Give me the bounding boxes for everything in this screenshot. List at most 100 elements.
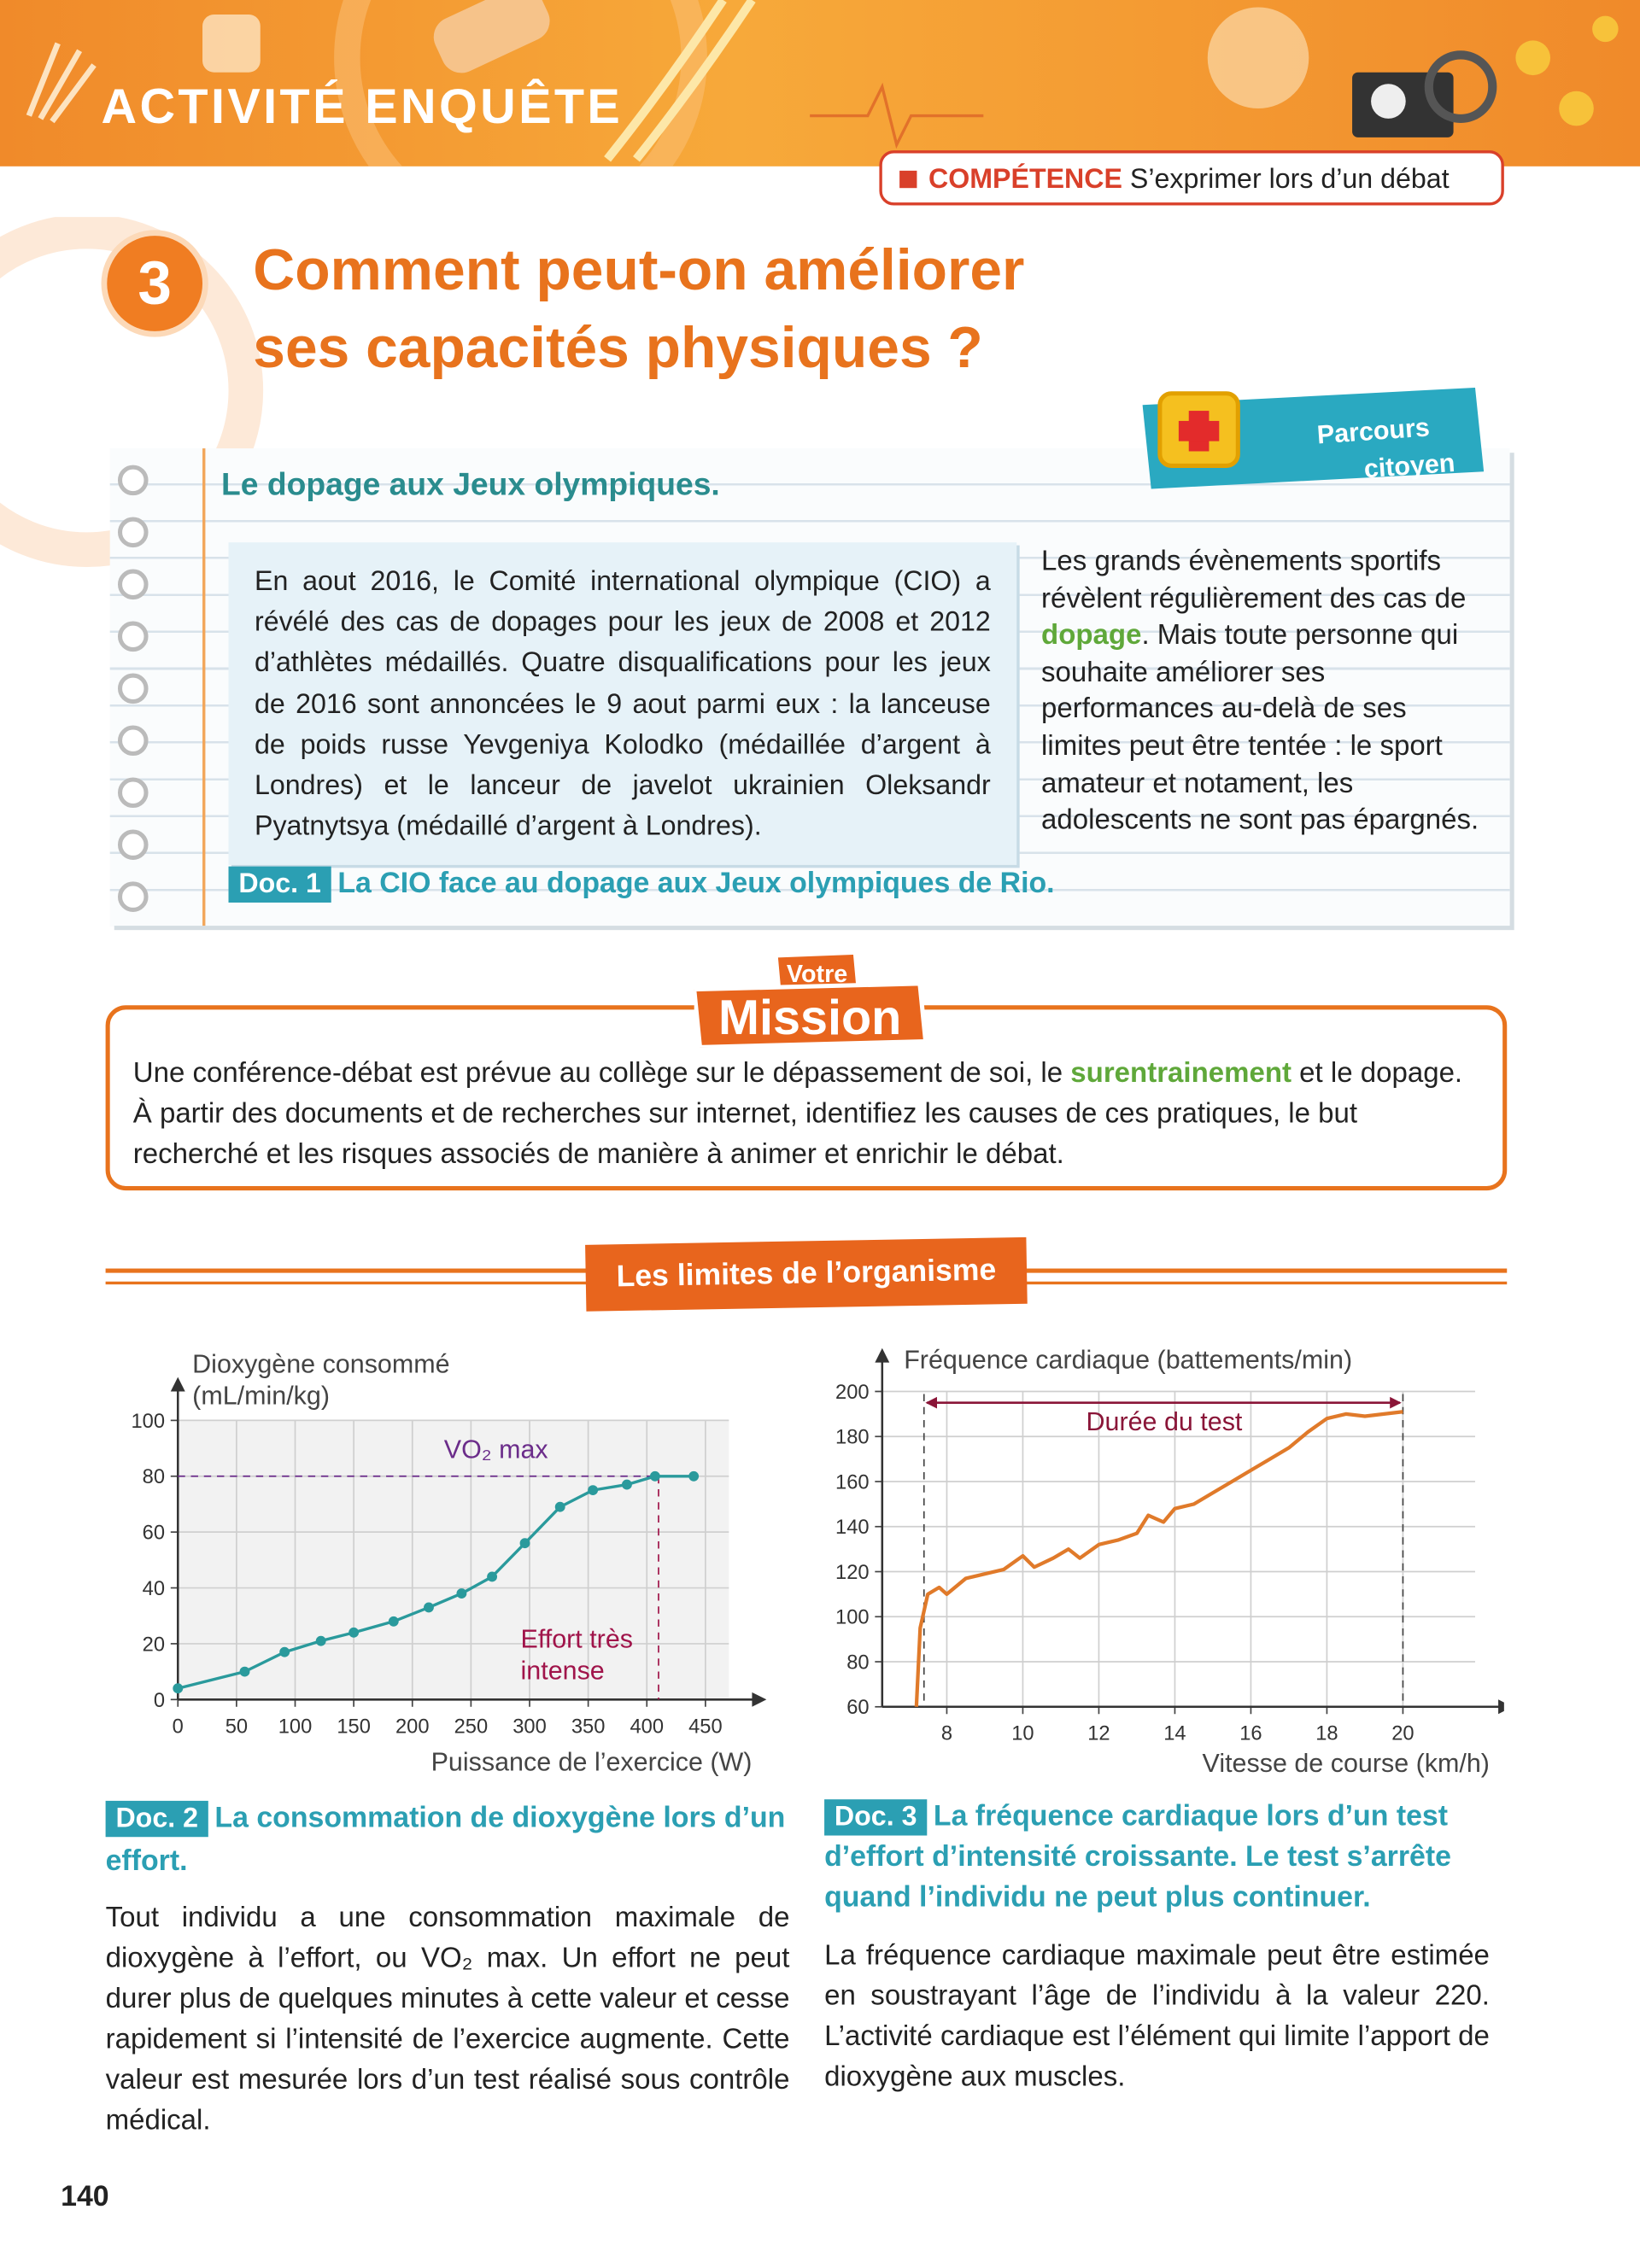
y-tick-label: 100 xyxy=(131,1411,165,1433)
banner-text: ACTIVITÉ ENQUÊTE xyxy=(101,79,624,135)
y-tick-label: 40 xyxy=(143,1578,165,1600)
x-tick-label: 20 xyxy=(1391,1723,1414,1745)
data-point xyxy=(621,1479,632,1490)
plot-area xyxy=(178,1420,729,1700)
caption: La consommation de dioxygène lors d’un e… xyxy=(105,1802,786,1878)
chart: 60 80 100 120 140 160 180 200 8 10 12 14 16 18 20 Fréqu… xyxy=(835,1345,1504,1778)
badge-text: citoyen xyxy=(1363,448,1456,483)
data-point xyxy=(424,1602,434,1613)
doc2-text: Tout individu a une consommation maximal… xyxy=(105,1902,790,2136)
doc1-caption: Doc. 1 La CIO face au dopage aux Jeux ol… xyxy=(228,866,1055,903)
x-tick-label: 250 xyxy=(454,1716,489,1738)
text: Une conférence-débat est prévue au collè… xyxy=(132,1057,1071,1090)
arrow-head xyxy=(925,1396,937,1409)
mission-badge: Votre Mission xyxy=(694,954,926,1048)
y-tick-label: 20 xyxy=(143,1634,165,1656)
data-point xyxy=(173,1683,184,1694)
x-tick-label: 150 xyxy=(337,1716,371,1738)
y-axis-arrow xyxy=(875,1347,890,1363)
data-point xyxy=(348,1627,360,1638)
doc1-heading: Le dopage aux Jeux olympiques. xyxy=(221,465,720,502)
chart: 0 20 40 60 80 100 0 50 100 150 200 250 300 350 400 450 D… xyxy=(131,1349,767,1776)
doc3-text: La fréquence cardiaque maximale peut êtr… xyxy=(824,1939,1490,2094)
data-point xyxy=(456,1588,467,1599)
x-axis-arrow xyxy=(1498,1699,1504,1715)
data-point xyxy=(649,1470,660,1482)
activity-number: 3 xyxy=(107,236,203,331)
doc-label: Doc. 2 xyxy=(105,1800,208,1838)
x-tick-label: 8 xyxy=(941,1723,952,1745)
x-tick-label: 300 xyxy=(512,1716,547,1738)
x-tick-label: 12 xyxy=(1087,1723,1110,1745)
competence: COMPÉTENCE S’exprimer lors d’un débat xyxy=(879,150,1504,206)
doc3-caption: Doc. 3 La fréquence cardiaque lors d’un … xyxy=(824,1797,1490,1919)
badge-text: Mission xyxy=(718,991,901,1045)
data-line xyxy=(914,1410,1403,1707)
section-title: Les limites de l’organisme xyxy=(585,1236,1028,1312)
y-axis-title: Dioxygène consommé xyxy=(192,1349,449,1378)
x-tick-label: 0 xyxy=(173,1716,184,1738)
margin-line xyxy=(202,448,206,926)
x-tick-label: 350 xyxy=(571,1716,606,1738)
caption: La fréquence cardiaque lors d’un test d’… xyxy=(824,1800,1451,1914)
x-tick-label: 50 xyxy=(226,1716,248,1738)
x-tick-label: 16 xyxy=(1239,1723,1262,1745)
y-tick-label: 180 xyxy=(835,1427,870,1449)
competence-label: COMPÉTENCE xyxy=(928,165,1122,196)
doc-label: Doc. 3 xyxy=(824,1799,928,1836)
data-point xyxy=(519,1538,530,1549)
y-axis-arrow xyxy=(170,1377,185,1392)
badge: Parcours citoyen xyxy=(1142,387,1485,489)
caption: La CIO face au dopage aux Jeux olympique… xyxy=(337,868,1055,900)
data-point xyxy=(315,1635,326,1646)
annotation: Durée du test xyxy=(1086,1407,1243,1436)
text: Les grands évènements sportifs révèlent … xyxy=(1041,545,1467,615)
x-axis-title: Puissance de l’exercice (W) xyxy=(431,1747,753,1776)
data-point xyxy=(239,1666,250,1677)
x-tick-label: 100 xyxy=(278,1716,313,1738)
x-tick-label: 450 xyxy=(688,1716,723,1738)
annotation: Effort très xyxy=(521,1624,633,1653)
x-axis-arrow xyxy=(752,1692,767,1707)
doc1-box: En aout 2016, le Comité international ol… xyxy=(228,542,1017,865)
x-tick-label: 10 xyxy=(1011,1723,1034,1745)
x-tick-label: 14 xyxy=(1163,1723,1186,1745)
banner: ACTIVITÉ ENQUÊTE xyxy=(0,0,1640,167)
decor-circle xyxy=(0,217,264,567)
doc2-caption: Doc. 2 La consommation de dioxygène lors… xyxy=(105,1797,786,1885)
y-tick-label: 100 xyxy=(835,1607,870,1629)
rings xyxy=(117,465,149,912)
annotation: intense xyxy=(521,1657,605,1686)
data-point xyxy=(487,1571,498,1582)
title-line: Comment peut-on améliorer xyxy=(253,238,1025,303)
x-axis-title: Vitesse de course (km/h) xyxy=(1203,1749,1490,1778)
data-point xyxy=(554,1501,565,1512)
arrow-head xyxy=(1390,1396,1402,1409)
title: Comment peut-on améliorer ses capacités p… xyxy=(253,231,1024,388)
page-number: 140 xyxy=(61,2181,109,2213)
banner-decor xyxy=(26,0,1619,167)
keyword: surentrainement xyxy=(1070,1057,1292,1090)
plot-area xyxy=(882,1391,1475,1707)
y-tick-label: 80 xyxy=(846,1651,869,1674)
y-tick-label: 60 xyxy=(846,1697,869,1719)
y-tick-label: 200 xyxy=(835,1382,870,1404)
annotation: VO₂ max xyxy=(444,1435,548,1464)
data-point xyxy=(388,1616,399,1627)
y-tick-label: 60 xyxy=(143,1523,165,1545)
x-tick-label: 18 xyxy=(1315,1723,1338,1745)
data-point xyxy=(588,1485,599,1496)
y-axis-title: (mL/min/kg) xyxy=(192,1382,330,1411)
doc1-side: Les grands évènements sportifs révèlent … xyxy=(1041,544,1490,840)
title-line: ses capacités physiques ? xyxy=(253,316,983,381)
data-point xyxy=(688,1470,700,1482)
y-axis-title: Fréquence cardiaque (battements/min) xyxy=(904,1345,1352,1374)
y-tick-label: 140 xyxy=(835,1517,870,1539)
y-tick-label: 0 xyxy=(154,1690,165,1712)
y-tick-label: 160 xyxy=(835,1471,870,1493)
y-tick-label: 120 xyxy=(835,1562,870,1584)
doc-label: Doc. 1 xyxy=(228,866,331,903)
text: et le dopage. À partir des documents et … xyxy=(132,1057,1463,1171)
data-point xyxy=(279,1646,290,1657)
